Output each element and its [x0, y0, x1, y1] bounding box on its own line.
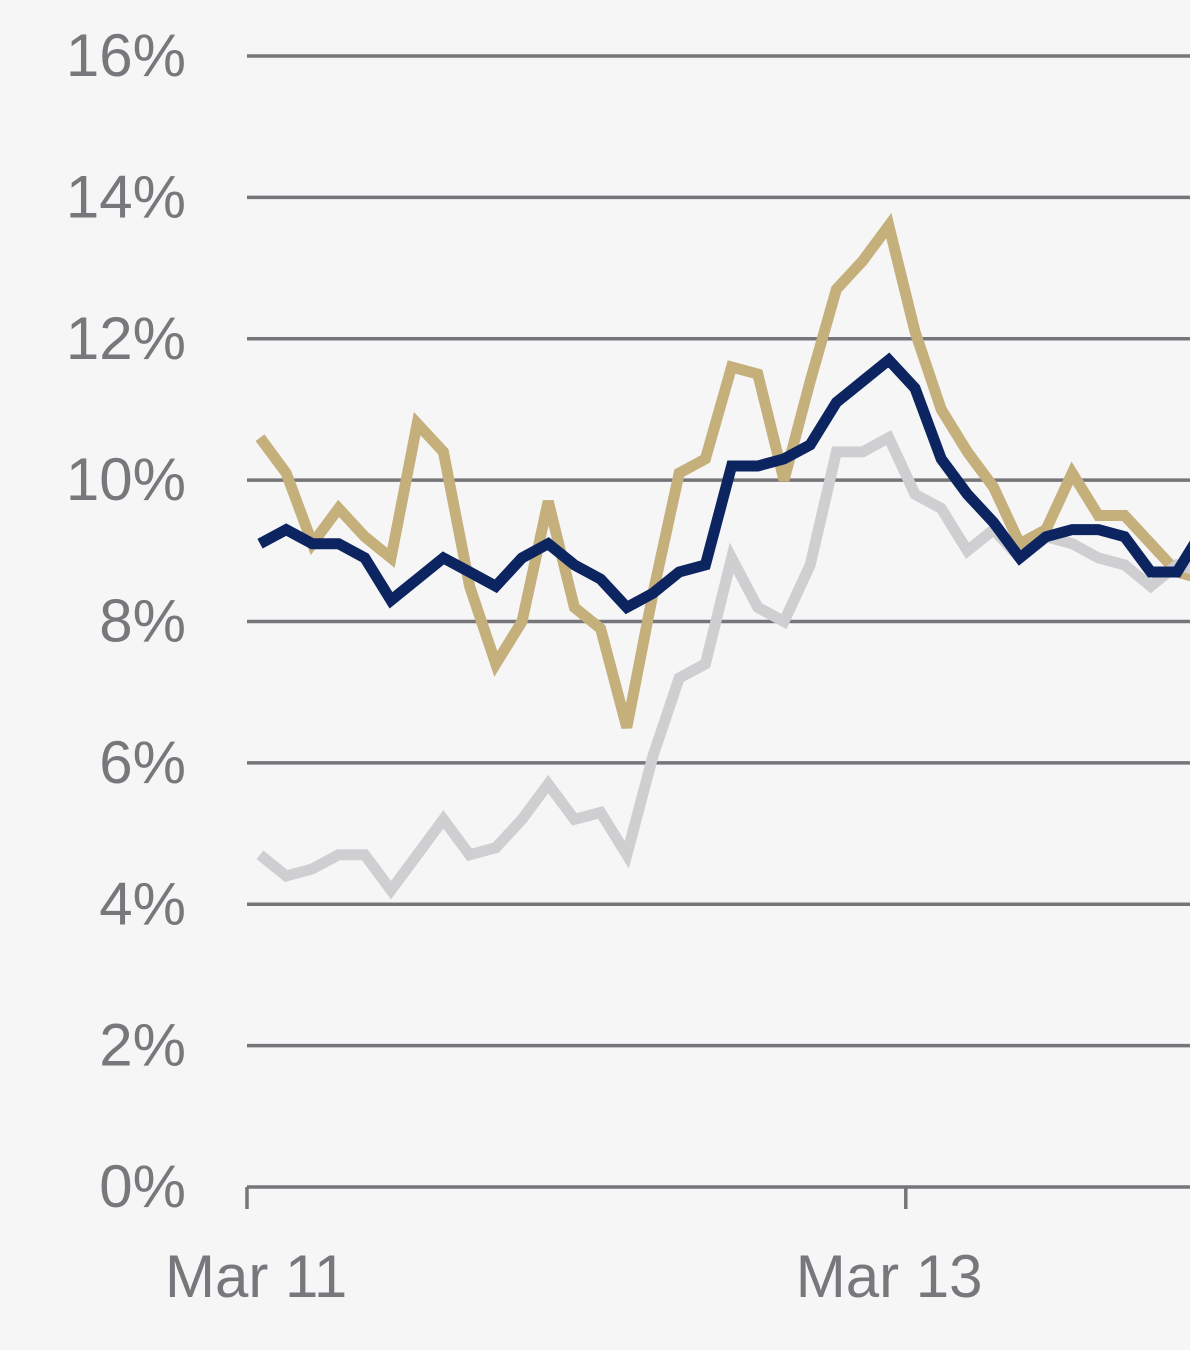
y-tick-label: 4% — [99, 870, 186, 937]
x-axis: Mar 11 Mar 13 — [165, 1185, 1190, 1310]
x-tick-label: Mar 13 — [796, 1243, 983, 1310]
x-tick-label: Mar 11 — [165, 1243, 347, 1310]
series-lines — [255, 212, 1190, 900]
y-tick-label: 2% — [99, 1012, 186, 1079]
y-tick-label: 8% — [99, 588, 186, 655]
series-line-1 — [255, 212, 1190, 729]
y-tick-label: 0% — [99, 1153, 186, 1220]
y-tick-label: 16% — [66, 22, 186, 89]
y-axis-ticks: 0% 2% 4% 6% 8% 10% 12% 14% 16% — [66, 22, 186, 1220]
y-tick-label: 14% — [66, 163, 186, 230]
y-tick-label: 10% — [66, 446, 186, 513]
y-tick-label: 12% — [66, 305, 186, 372]
y-tick-label: 6% — [99, 729, 186, 796]
series-line-3 — [257, 352, 1190, 615]
